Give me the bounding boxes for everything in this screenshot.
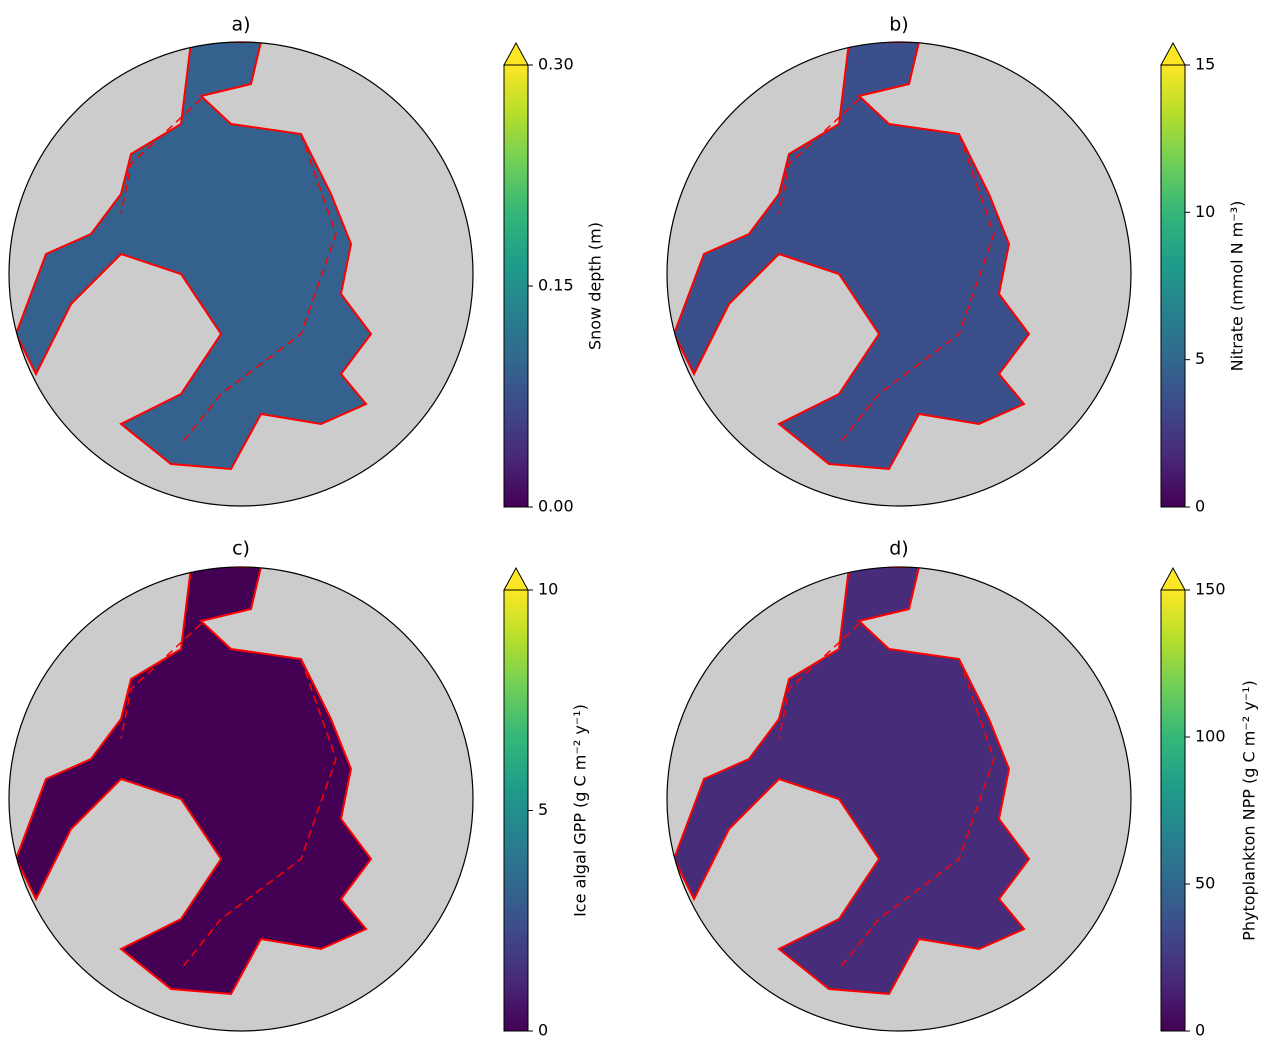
colorbar-label: Phytoplankton NPP (g C m⁻² y⁻¹) [1240,680,1259,941]
colorbar-tick-label: 50 [1195,874,1215,893]
colorbar-tick-label: 5 [538,800,548,819]
map-boundary [666,566,1132,1032]
ocean-field [672,42,1031,471]
colorbar [503,64,529,508]
colorbar-label: Snow depth (m) [586,222,605,350]
colorbar-extend [1160,566,1186,591]
map-area [667,42,1131,506]
map-boundary [8,566,474,1032]
colorbar-tick-label: 15 [1195,55,1215,74]
ice-edge [120,98,337,445]
map-boundary [666,41,1132,507]
colorbar-tick-label: 0.30 [538,55,574,74]
colorbar [503,589,529,1032]
map-panel: a) 0.00 0.15 0.30 Snow depth (m) [8,14,605,516]
colorbar-tick-label: 100 [1195,727,1226,746]
colorbar-tick-label: 0.15 [538,276,574,295]
colorbar-tick-label: 150 [1195,580,1226,599]
map-panel: d) 0 50 100 150 Phytoplankton NPP (g C m⁻² y⁻… [666,538,1259,1040]
panel-title: d) [889,538,908,560]
ocean-field [672,567,1031,996]
map-panel: c) 0 5 10 Ice algal GPP (g C m⁻² y⁻¹) [8,538,590,1040]
map-area [667,567,1131,1031]
panel-title: b) [889,14,908,36]
colorbar-tick-label: 0 [1195,497,1205,516]
colorbar-tick-label: 0 [538,1021,548,1040]
colorbar-tick-label: 0.00 [538,497,574,516]
colorbar-tick-label: 0 [1195,1021,1205,1040]
map-boundary [8,41,474,507]
colorbar-extend [503,566,529,591]
colorbar-label: Ice algal GPP (g C m⁻² y⁻¹) [571,704,590,917]
ice-edge [120,623,337,970]
colorbar-tick-label: 10 [1195,202,1215,221]
ocean-field [14,567,373,996]
map-area [9,567,473,1031]
colorbar-extend [1160,41,1186,66]
panel-title: c) [232,538,250,560]
colorbar-tick-label: 10 [538,580,558,599]
ice-edge [778,623,995,970]
panel-title: a) [231,14,250,36]
colorbar [1160,64,1186,508]
colorbar-tick-label: 5 [1195,349,1205,368]
ocean-field [14,42,373,471]
ice-edge [778,98,995,445]
colorbar-label: Nitrate (mmol N m⁻³) [1228,201,1247,372]
map-panel: b) 0 5 10 15 Nitrate (mmol N m⁻³) [666,14,1247,516]
colorbar [1160,589,1186,1032]
colorbar-extend [503,41,529,66]
map-area [9,42,473,506]
